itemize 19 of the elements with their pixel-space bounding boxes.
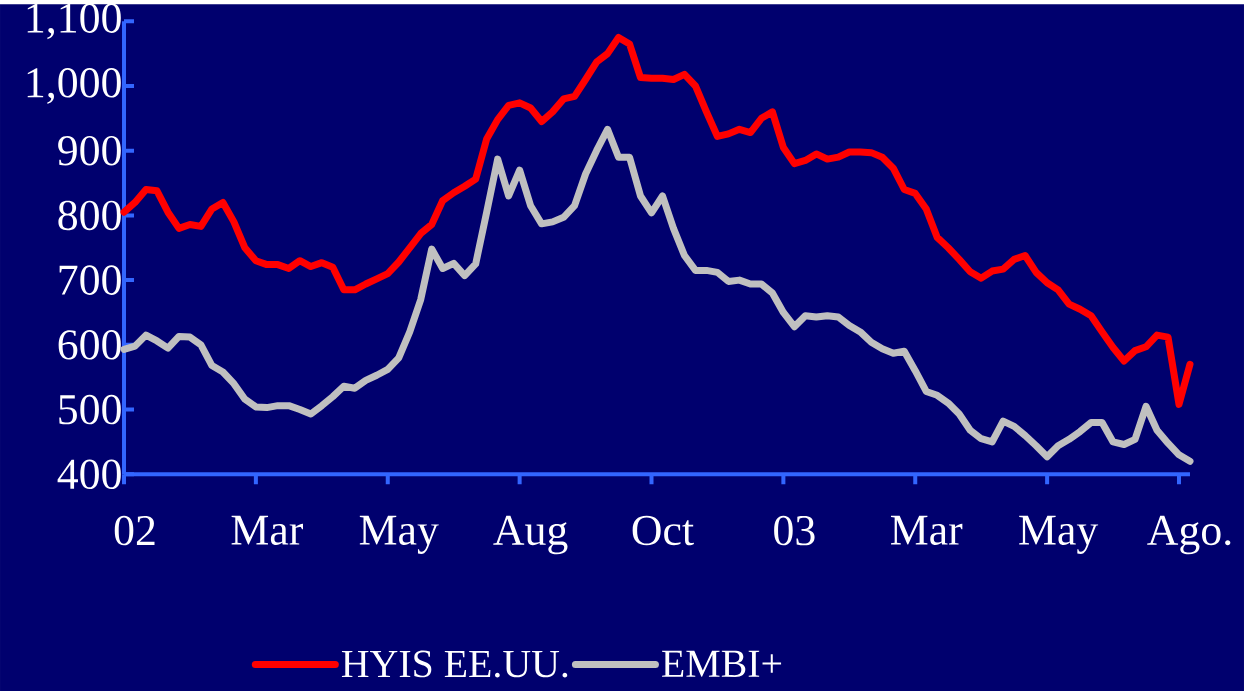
y-tick-label: 800 bbox=[58, 200, 121, 231]
x-tick-label: Mar bbox=[890, 515, 963, 545]
x-tick-label: Aug bbox=[493, 515, 568, 555]
legend-label: EMBI+ bbox=[662, 650, 782, 677]
x-tick-label: May bbox=[1019, 515, 1099, 554]
x-tick-label: Ago. bbox=[1147, 515, 1231, 555]
x-tick-label: 02 bbox=[114, 515, 155, 546]
y-tick-label: 400 bbox=[57, 459, 121, 489]
y-tick-label: 1,100 bbox=[27, 3, 121, 40]
y-tick-label: 900 bbox=[58, 135, 121, 166]
legend-label: HYIS EE.UU. bbox=[341, 650, 568, 678]
y-tick-label: 700 bbox=[59, 265, 121, 295]
y-tick-label: 1,000 bbox=[27, 67, 121, 104]
y-tick-label: 500 bbox=[59, 394, 121, 425]
x-tick-label: Oct bbox=[632, 515, 694, 546]
x-tick-label: 03 bbox=[774, 515, 815, 546]
y-tick-label: 600 bbox=[58, 329, 121, 360]
x-tick-label: May bbox=[359, 515, 439, 554]
x-tick-label: Mar bbox=[231, 515, 303, 545]
